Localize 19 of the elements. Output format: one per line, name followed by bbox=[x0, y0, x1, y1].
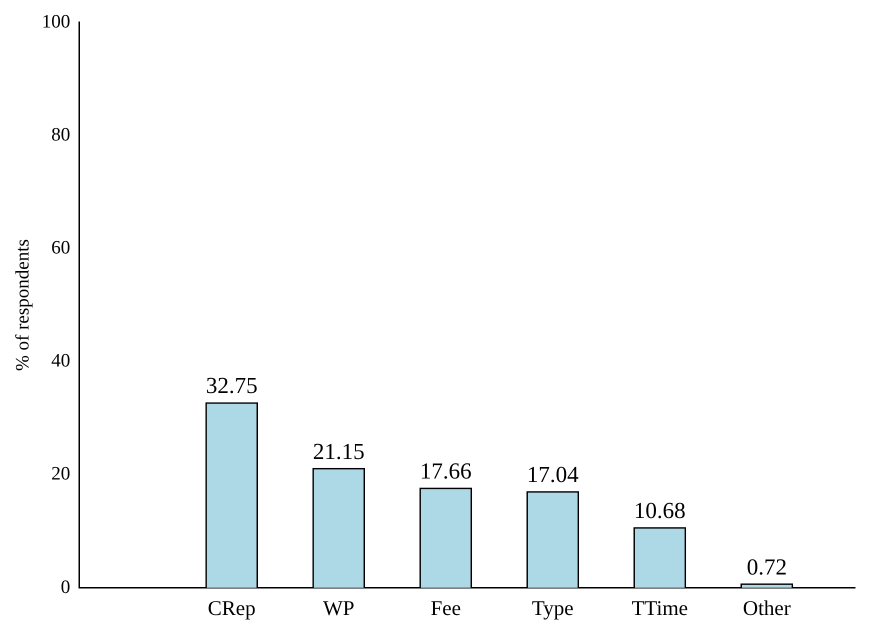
y-tick-label: 0 bbox=[60, 576, 70, 598]
data-label: 17.66 bbox=[420, 458, 472, 484]
x-tick-label: CRep bbox=[208, 596, 256, 620]
y-tick-label: 60 bbox=[51, 238, 70, 259]
y-tick-label: 100 bbox=[42, 11, 70, 32]
x-tick-label: Fee bbox=[430, 596, 461, 620]
x-tick-label: WP bbox=[322, 596, 354, 620]
y-tick-label: 40 bbox=[51, 350, 70, 372]
y-axis-title: % of respondents bbox=[12, 239, 34, 372]
y-tick-label: 80 bbox=[51, 124, 70, 146]
data-label: 10.68 bbox=[634, 498, 686, 523]
data-label: 0.72 bbox=[746, 554, 787, 580]
x-tick-label: TTime bbox=[632, 596, 688, 620]
x-tick-label: Other bbox=[742, 596, 791, 620]
y-tick-label: 20 bbox=[51, 464, 70, 485]
data-label: 32.75 bbox=[206, 373, 258, 398]
data-label: 17.04 bbox=[526, 462, 580, 488]
x-tick-label: Type bbox=[532, 596, 574, 620]
data-label: 21.15 bbox=[312, 438, 365, 464]
